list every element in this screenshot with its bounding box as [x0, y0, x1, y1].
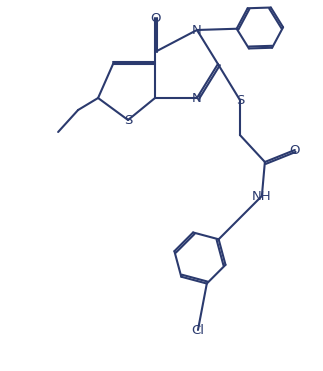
Text: N: N — [192, 92, 202, 105]
Text: Cl: Cl — [192, 324, 204, 336]
Text: O: O — [290, 144, 300, 157]
Text: NH: NH — [252, 190, 272, 203]
Text: N: N — [192, 23, 202, 36]
Text: S: S — [124, 114, 132, 127]
Text: S: S — [236, 93, 244, 106]
Text: O: O — [150, 12, 160, 24]
